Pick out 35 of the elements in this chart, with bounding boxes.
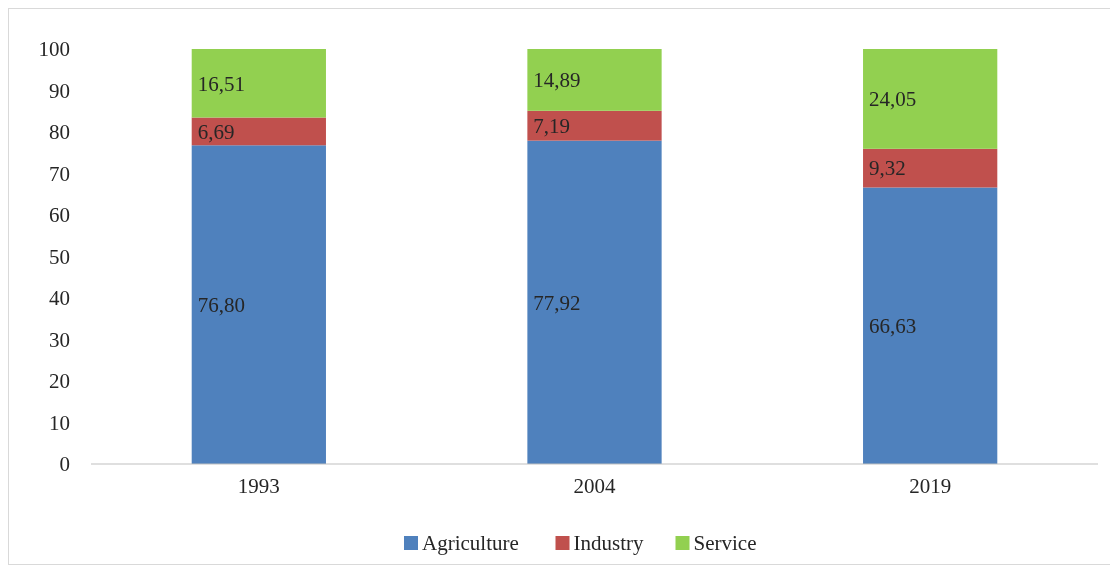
- data-label: 76,80: [197, 292, 245, 317]
- data-label: 66,63: [869, 314, 917, 339]
- x-tick-label: 1993: [237, 474, 280, 498]
- bar: [527, 49, 662, 111]
- y-tick-label: 70: [49, 161, 70, 186]
- bar: [527, 140, 662, 464]
- bar: [527, 110, 662, 141]
- bar: [863, 49, 998, 149]
- y-tick-label: 40: [49, 286, 70, 311]
- x-tick-label: 2004: [573, 474, 616, 498]
- data-label: 9,32: [869, 156, 906, 181]
- bar: [191, 117, 326, 146]
- legend-label: Service: [693, 531, 757, 556]
- y-tick-label: 50: [49, 244, 70, 269]
- y-tick-label: 90: [49, 78, 70, 103]
- data-label: 7,19: [533, 114, 571, 139]
- bar: [863, 148, 998, 188]
- y-tick-label: 30: [49, 327, 70, 352]
- legend-label: Industry: [573, 531, 644, 556]
- y-tick-label: 0: [59, 452, 70, 477]
- x-tick-label: 2019: [909, 474, 952, 498]
- data-label: 6,69: [197, 119, 235, 144]
- data-label: 24,05: [869, 87, 917, 112]
- y-tick-label: 20: [49, 369, 70, 394]
- bar: [191, 49, 326, 118]
- y-tick-label: 100: [38, 37, 70, 62]
- y-tick-label: 60: [49, 203, 70, 228]
- bar: [191, 145, 326, 464]
- bar: [863, 187, 998, 464]
- data-label: 16,51: [197, 71, 245, 96]
- data-label: 77,92: [533, 290, 581, 315]
- legend-label: Agriculture: [422, 531, 519, 556]
- data-label: 14,89: [533, 68, 581, 93]
- y-tick-label: 80: [49, 120, 70, 145]
- y-tick-label: 10: [49, 410, 70, 435]
